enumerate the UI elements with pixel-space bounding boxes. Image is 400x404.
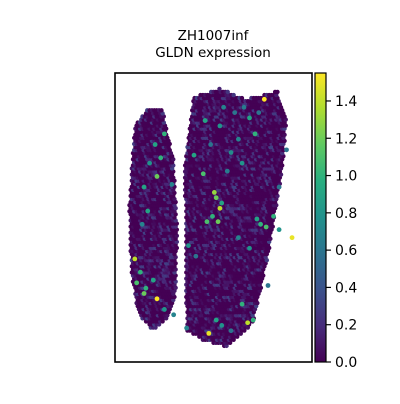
expression-spot [215, 219, 221, 225]
expression-spot [169, 182, 175, 187]
expression-spot [219, 200, 225, 206]
expression-spot [239, 301, 245, 307]
expression-spot [245, 320, 251, 326]
expression-spot [256, 110, 262, 115]
expression-spot [147, 160, 153, 166]
expression-spot [134, 280, 140, 286]
expression-spot [213, 195, 219, 201]
expression-spot [139, 221, 145, 227]
expression-spot [250, 317, 256, 323]
expression-spot [224, 168, 230, 174]
tissue-spot [239, 95, 245, 101]
expression-spot [141, 184, 147, 190]
expression-spot [247, 115, 252, 121]
expression-spot [213, 317, 219, 323]
colorbar [314, 72, 327, 363]
tissue-spot [231, 92, 236, 98]
expression-spot [289, 235, 295, 241]
expression-spot [276, 184, 282, 190]
expression-spot [204, 219, 210, 225]
expression-spot [145, 208, 151, 214]
expression-spot [202, 118, 208, 123]
colorbar-tick-label: 0.0 [335, 355, 357, 371]
expression-spot [263, 224, 269, 230]
tissue-spot [275, 89, 280, 95]
expression-spot [132, 256, 138, 262]
tissue-spot [159, 108, 164, 113]
expression-spot [186, 243, 191, 249]
spots-layer [127, 86, 295, 349]
expression-spot [162, 131, 167, 137]
expression-spot [228, 150, 234, 155]
colorbar-tick-label: 0.6 [335, 243, 357, 259]
plot-frame [114, 72, 313, 363]
expression-spot [232, 110, 238, 115]
colorbar-tick-label: 1.4 [335, 94, 357, 110]
expression-spot [271, 213, 276, 219]
expression-spot [143, 285, 149, 291]
colorbar-tick-label: 0.4 [335, 280, 357, 296]
expression-spot [154, 174, 160, 179]
expression-spot [193, 253, 199, 259]
colorbar-tick-label: 0.2 [335, 318, 357, 334]
expression-spot [191, 152, 197, 158]
expression-spot [284, 147, 289, 153]
expression-spot [276, 227, 282, 233]
colorbar-tick-label: 1.0 [335, 169, 357, 185]
expression-spot [236, 235, 241, 241]
chart-title-line2: GLDN expression [155, 45, 271, 61]
expression-spot [228, 328, 234, 334]
expression-spot [217, 205, 223, 211]
expression-spot [211, 190, 217, 195]
expression-spot [152, 142, 158, 147]
expression-spot [184, 325, 190, 331]
expression-spot [258, 221, 263, 227]
colorbar-ticks: 0.0 0.2 0.4 0.6 0.8 1.0 1.2 1.4 [326, 94, 357, 371]
expression-spot [239, 160, 245, 166]
expression-spot [137, 269, 143, 275]
expression-spot [254, 216, 260, 222]
tissue-spot [225, 89, 230, 95]
expression-spot [265, 283, 271, 288]
expression-spot [241, 104, 247, 110]
expression-spot [261, 96, 267, 102]
colorbar-tick-label: 0.8 [335, 206, 357, 222]
expression-spot [200, 171, 206, 177]
expression-spot [154, 296, 160, 302]
expression-spot [206, 330, 212, 336]
expression-spot [162, 307, 167, 312]
expression-spot [210, 213, 215, 219]
colorbar-tick-label: 1.2 [335, 131, 357, 147]
expression-spot [247, 245, 252, 251]
expression-spot [208, 142, 214, 147]
expression-spot [171, 312, 177, 318]
tissue-spot [217, 86, 222, 92]
expression-spot [252, 131, 258, 137]
expression-spot [150, 277, 156, 283]
expression-spot [221, 104, 227, 110]
expression-spot [141, 291, 147, 296]
expression-spot [236, 136, 241, 142]
expression-spot [219, 323, 225, 328]
expression-spot [217, 123, 223, 129]
expression-spot [158, 155, 164, 161]
chart-title-line1: ZH1007inf [178, 28, 250, 44]
